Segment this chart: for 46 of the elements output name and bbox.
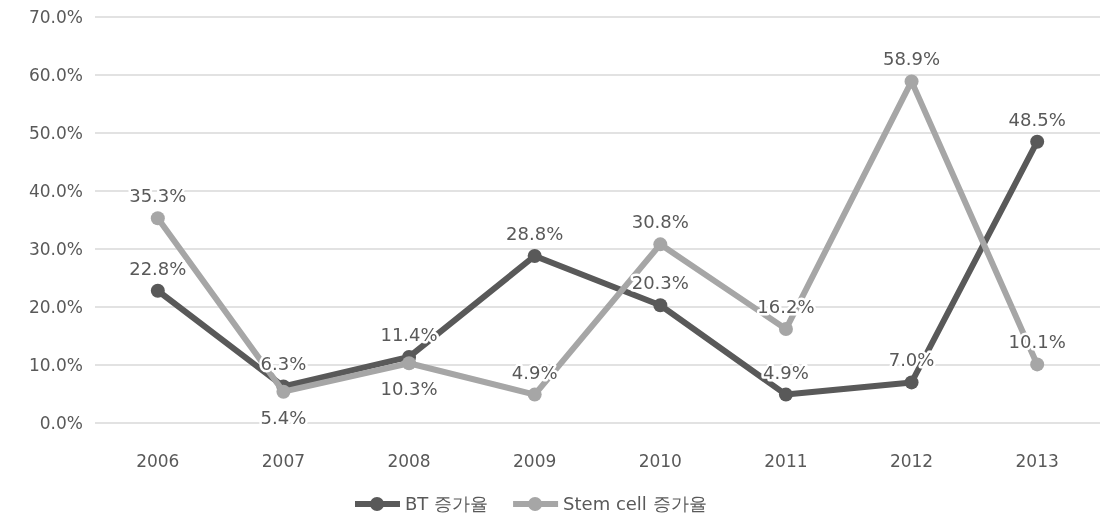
x-tick-label: 2009 [513, 451, 557, 471]
x-tick-label: 2013 [1015, 451, 1059, 471]
legend-label: Stem cell 증가율 [563, 493, 707, 514]
data-label: 4.9% [511, 361, 558, 383]
x-tick-label: 2007 [261, 451, 306, 471]
data-label: 30.8% [631, 211, 689, 233]
data-label: 10.1% [1008, 331, 1066, 353]
point [150, 283, 165, 298]
data-label: 5.4% [260, 406, 307, 428]
data-label: 22.8% [129, 257, 187, 279]
data-label: 48.5% [1008, 108, 1066, 130]
y-tick-label: 70.0% [28, 7, 83, 27]
data-label: 4.9% [763, 361, 809, 383]
point [1030, 134, 1045, 149]
point [527, 387, 542, 402]
point [653, 298, 668, 313]
y-tick-label: 20.0% [28, 297, 83, 317]
y-tick-label: 40.0% [28, 181, 83, 201]
x-tick-label: 2006 [136, 451, 180, 471]
x-tick-label: 2008 [387, 451, 431, 471]
point [402, 356, 417, 371]
x-tick-label: 2011 [764, 451, 808, 471]
point [778, 387, 793, 402]
y-tick-label: 50.0% [28, 123, 83, 143]
point [150, 211, 165, 226]
data-label: 58.9% [882, 48, 941, 70]
point [778, 322, 793, 337]
x-tick-label: 2010 [638, 451, 682, 471]
data-label: 28.8% [506, 222, 564, 244]
point [1030, 357, 1045, 372]
point [527, 248, 542, 263]
data-label: 20.3% [631, 272, 689, 294]
data-label: 16.2% [757, 296, 815, 318]
y-tick-label: 0.0% [39, 413, 83, 433]
point [276, 384, 291, 399]
y-tick-label: 30.0% [28, 239, 83, 259]
legend-label: BT 증가율 [405, 493, 489, 514]
point [653, 237, 668, 252]
data-label: 10.3% [380, 378, 438, 400]
x-tick-label: 2012 [889, 451, 934, 471]
point [904, 375, 919, 390]
data-label: 6.3% [260, 353, 307, 375]
y-tick-label: 60.0% [28, 65, 83, 85]
y-tick-label: 10.0% [28, 355, 83, 375]
point [904, 74, 919, 89]
data-label: 35.3% [129, 185, 187, 207]
